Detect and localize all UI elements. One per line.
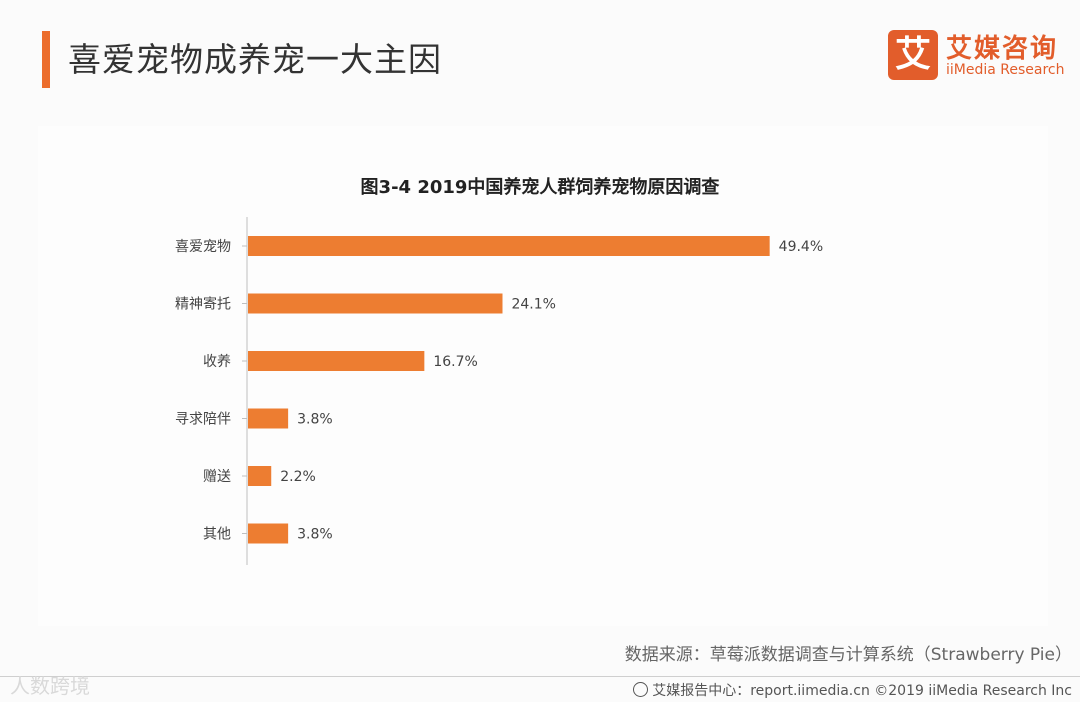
bar [248, 236, 770, 256]
category-label: 其他 [203, 527, 231, 543]
footer-text: 艾媒报告中心：report.iimedia.cn ©2019 iiMedia R… [652, 683, 1072, 699]
logo-chinese-text: 艾媒咨询 [946, 34, 1059, 64]
chart-title: 图3-4 2019中国养宠人群饲养宠物原因调查 [360, 177, 720, 198]
footer-divider [0, 676, 1080, 677]
bar [248, 408, 289, 429]
category-label: 精神寄托 [175, 296, 231, 313]
data-label: 3.8% [297, 412, 333, 428]
globe-icon [633, 682, 649, 697]
data-label: 2.2% [280, 469, 316, 485]
category-label: 赠送 [203, 469, 231, 485]
bar [248, 351, 425, 371]
data-label: 16.7% [433, 354, 477, 370]
data-label: 24.1% [511, 297, 555, 313]
bar [248, 466, 272, 486]
category-label: 喜爱宠物 [175, 239, 231, 255]
category-label: 寻求陪伴 [175, 412, 231, 428]
chart-panel [38, 126, 1048, 626]
logo-mark-icon: 艾 [888, 30, 938, 80]
category-label: 收养 [203, 354, 231, 370]
data-label: 3.8% [297, 527, 333, 543]
watermark: 人数跨境 [10, 674, 90, 698]
page-title: 喜爱宠物成养宠一大主因 [68, 40, 442, 79]
data-label: 49.4% [779, 239, 823, 255]
bar [248, 523, 289, 544]
footer-copyright: 艾媒报告中心：report.iimedia.cn ©2019 iiMedia R… [633, 680, 1072, 700]
data-source: 数据来源：草莓派数据调查与计算系统（Strawberry Pie） [624, 645, 1072, 665]
logo-english-text: iiMedia Research [946, 62, 1065, 78]
title-accent-bar [42, 31, 50, 88]
bar [248, 293, 503, 314]
iimedia-logo: 艾 艾媒咨询 iiMedia Research [888, 30, 1065, 82]
